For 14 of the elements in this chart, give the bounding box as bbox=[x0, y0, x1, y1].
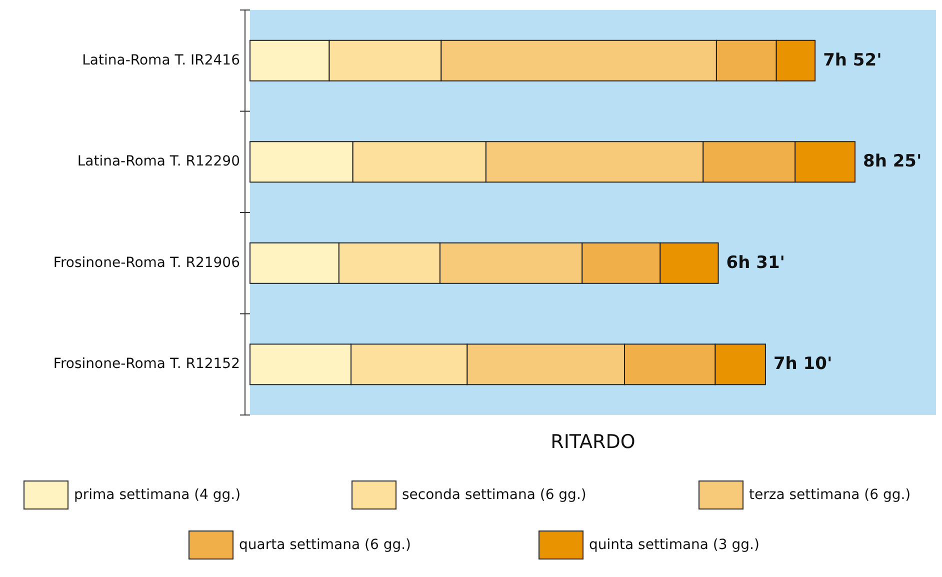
total-label: 6h 31' bbox=[726, 252, 785, 273]
legend-label: quarta settimana (6 gg.) bbox=[239, 536, 412, 553]
legend-label: prima settimana (4 gg.) bbox=[74, 486, 241, 503]
legend-label: terza settimana (6 gg.) bbox=[749, 486, 911, 503]
y-tick-label: Frosinone-Roma T. R12152 bbox=[53, 356, 240, 372]
y-tick-label: Latina-Roma T. R12290 bbox=[77, 154, 240, 170]
y-tick-label: Frosinone-Roma T. R21906 bbox=[53, 254, 240, 271]
total-label: 8h 25' bbox=[863, 152, 922, 172]
x-axis-title: RITARDO bbox=[550, 431, 636, 453]
legend-label: quinta settimana (3 gg.) bbox=[589, 536, 760, 553]
y-tick-label: Latina-Roma T. IR2416 bbox=[82, 52, 240, 68]
total-label: 7h 10' bbox=[773, 354, 832, 374]
legend-label: seconda settimana (6 gg.) bbox=[402, 486, 586, 503]
total-label: 7h 52' bbox=[823, 50, 882, 70]
